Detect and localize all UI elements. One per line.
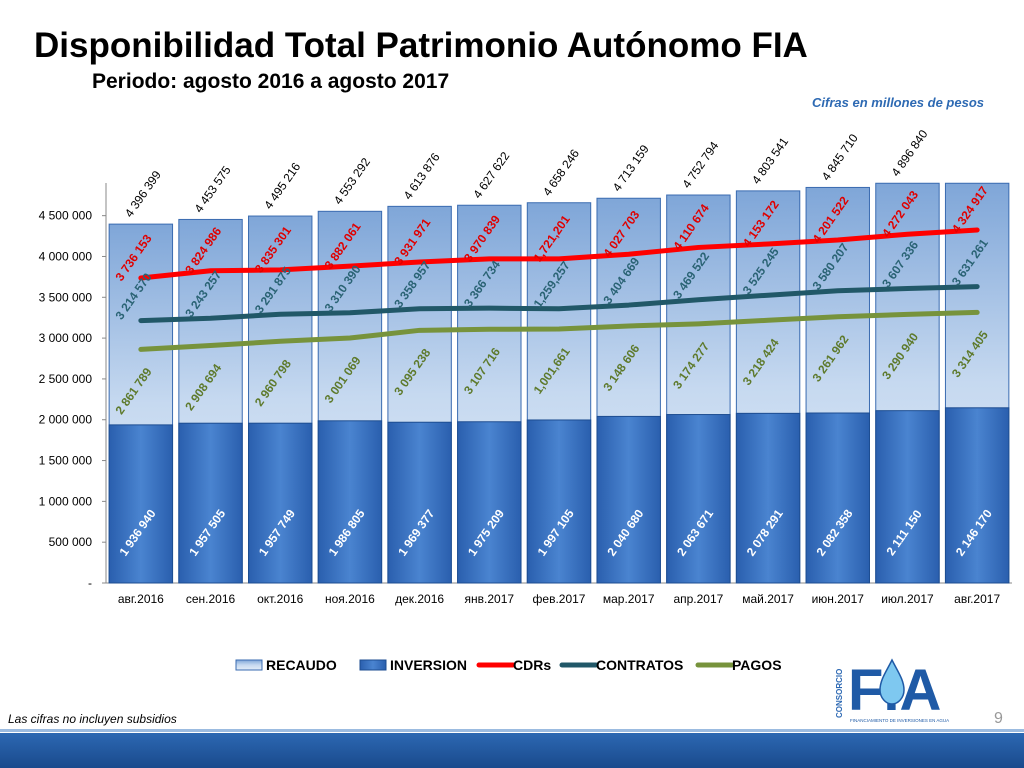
fia-logo: CONSORCIO FIA FINANCIAMIENTO DE INVERSIO… bbox=[835, 658, 949, 723]
line-contratos bbox=[138, 284, 980, 324]
data-label-recaudo: 4 396 399 bbox=[122, 168, 164, 220]
bar-inversion bbox=[457, 421, 522, 584]
data-label-recaudo: 4 803 541 bbox=[749, 135, 791, 187]
y-tick-label: 3 000 000 bbox=[39, 331, 93, 345]
x-tick-label: май.2017 bbox=[742, 592, 794, 606]
y-tick-label: 500 000 bbox=[49, 535, 93, 549]
x-tick-label: дек.2016 bbox=[395, 592, 444, 606]
bar-inversion bbox=[666, 414, 731, 584]
page-number: 9 bbox=[994, 710, 1003, 727]
bar-inversion bbox=[805, 412, 870, 584]
x-tick-label: июл.2017 bbox=[881, 592, 934, 606]
legend-swatch-recaudo bbox=[235, 659, 263, 671]
legend-swatch-inversion bbox=[359, 659, 387, 671]
y-tick-label: 2 000 000 bbox=[39, 413, 93, 427]
legend-label: PAGOS bbox=[732, 657, 782, 673]
x-tick-label: мар.2017 bbox=[603, 592, 655, 606]
bar-inversion bbox=[596, 415, 661, 584]
data-label-recaudo: 4 658 246 bbox=[540, 146, 582, 198]
y-tick-label: 4 500 000 bbox=[39, 209, 93, 223]
bar-inversion bbox=[108, 424, 174, 584]
chart-lines bbox=[138, 227, 980, 352]
logo-tagline: FINANCIAMIENTO DE INVERSIONES EN AGUA bbox=[850, 718, 949, 723]
legend-label: CDRs bbox=[513, 657, 551, 673]
footnote: Las cifras no incluyen subsidios bbox=[8, 712, 177, 726]
x-tick-label: сен.2016 bbox=[186, 592, 236, 606]
line-pagos bbox=[138, 309, 980, 352]
data-label-recaudo: 4 495 216 bbox=[261, 160, 303, 212]
data-label-recaudo: 4 713 159 bbox=[610, 142, 652, 194]
page-title: Disponibilidad Total Patrimonio Autónomo… bbox=[34, 26, 808, 65]
chart-axes: - 500 000 1 000 000 1 500 000 2 000 000 2 500… bbox=[39, 183, 1012, 606]
chart-bars bbox=[108, 182, 1010, 584]
data-label-recaudo: 4 845 710 bbox=[819, 131, 861, 183]
bar-inversion bbox=[735, 412, 801, 584]
chart: - 500 000 1 000 000 1 500 000 2 000 000 2 500… bbox=[39, 127, 1012, 673]
legend-label: RECAUDO bbox=[266, 657, 337, 673]
x-tick-label: июн.2017 bbox=[812, 592, 865, 606]
y-tick-label: - bbox=[88, 576, 92, 590]
footer-accent-line bbox=[0, 729, 1024, 732]
x-tick-label: авг.2017 bbox=[954, 592, 1000, 606]
x-tick-label: апр.2017 bbox=[673, 592, 723, 606]
bar-inversion bbox=[387, 421, 452, 584]
data-label-recaudo: 4 752 794 bbox=[679, 139, 721, 191]
data-label-recaudo: 4 627 622 bbox=[470, 149, 512, 201]
data-label-recaudo: 4 613 876 bbox=[401, 150, 443, 202]
bar-inversion bbox=[248, 422, 313, 584]
line-cdrs bbox=[138, 227, 980, 281]
data-label-recaudo: 4 896 840 bbox=[888, 127, 930, 179]
data-label-recaudo: 4 553 292 bbox=[331, 155, 373, 207]
water-drop-icon bbox=[879, 658, 905, 705]
x-tick-label: окт.2016 bbox=[257, 592, 304, 606]
y-tick-label: 3 500 000 bbox=[39, 290, 93, 304]
chart-legend: RECAUDO INVERSION CDRs CONTRATOS PAGOS bbox=[235, 657, 782, 673]
footer-bar bbox=[0, 733, 1024, 768]
data-label-recaudo: 4 453 575 bbox=[192, 163, 234, 215]
units-note: Cifras en millones de pesos bbox=[812, 95, 984, 110]
x-tick-label: ноя.2016 bbox=[325, 592, 375, 606]
page-subtitle: Periodo: agosto 2016 a agosto 2017 bbox=[92, 70, 450, 93]
y-tick-label: 2 500 000 bbox=[39, 372, 93, 386]
y-tick-label: 4 000 000 bbox=[39, 249, 93, 263]
x-tick-label: авг.2016 bbox=[118, 592, 164, 606]
x-tick-label: янв.2017 bbox=[465, 592, 515, 606]
y-tick-label: 1 000 000 bbox=[39, 494, 93, 508]
bar-inversion bbox=[317, 420, 383, 584]
legend-label: CONTRATOS bbox=[596, 657, 683, 673]
x-tick-label: фев.2017 bbox=[533, 592, 586, 606]
bar-inversion bbox=[875, 410, 940, 584]
bar-inversion bbox=[178, 422, 243, 584]
bar-inversion bbox=[944, 407, 1010, 584]
y-tick-label: 1 500 000 bbox=[39, 454, 93, 468]
bar-inversion bbox=[526, 419, 592, 584]
legend-label: INVERSION bbox=[390, 657, 467, 673]
logo-side-text: CONSORCIO bbox=[835, 669, 844, 718]
